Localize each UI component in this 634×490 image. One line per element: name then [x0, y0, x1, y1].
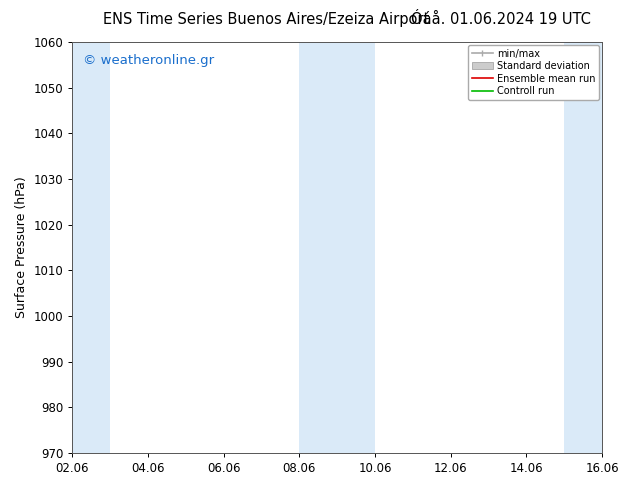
Bar	[72, 42, 110, 453]
Bar	[299, 42, 375, 453]
Text: ENS Time Series Buenos Aires/Ezeiza Airport: ENS Time Series Buenos Aires/Ezeiza Airp…	[103, 12, 429, 27]
Y-axis label: Surface Pressure (hPa): Surface Pressure (hPa)	[15, 176, 28, 318]
Text: Óáå. 01.06.2024 19 UTC: Óáå. 01.06.2024 19 UTC	[411, 12, 591, 27]
Legend: min/max, Standard deviation, Ensemble mean run, Controll run: min/max, Standard deviation, Ensemble me…	[468, 45, 599, 100]
Text: © weatheronline.gr: © weatheronline.gr	[83, 54, 214, 68]
Bar	[564, 42, 621, 453]
